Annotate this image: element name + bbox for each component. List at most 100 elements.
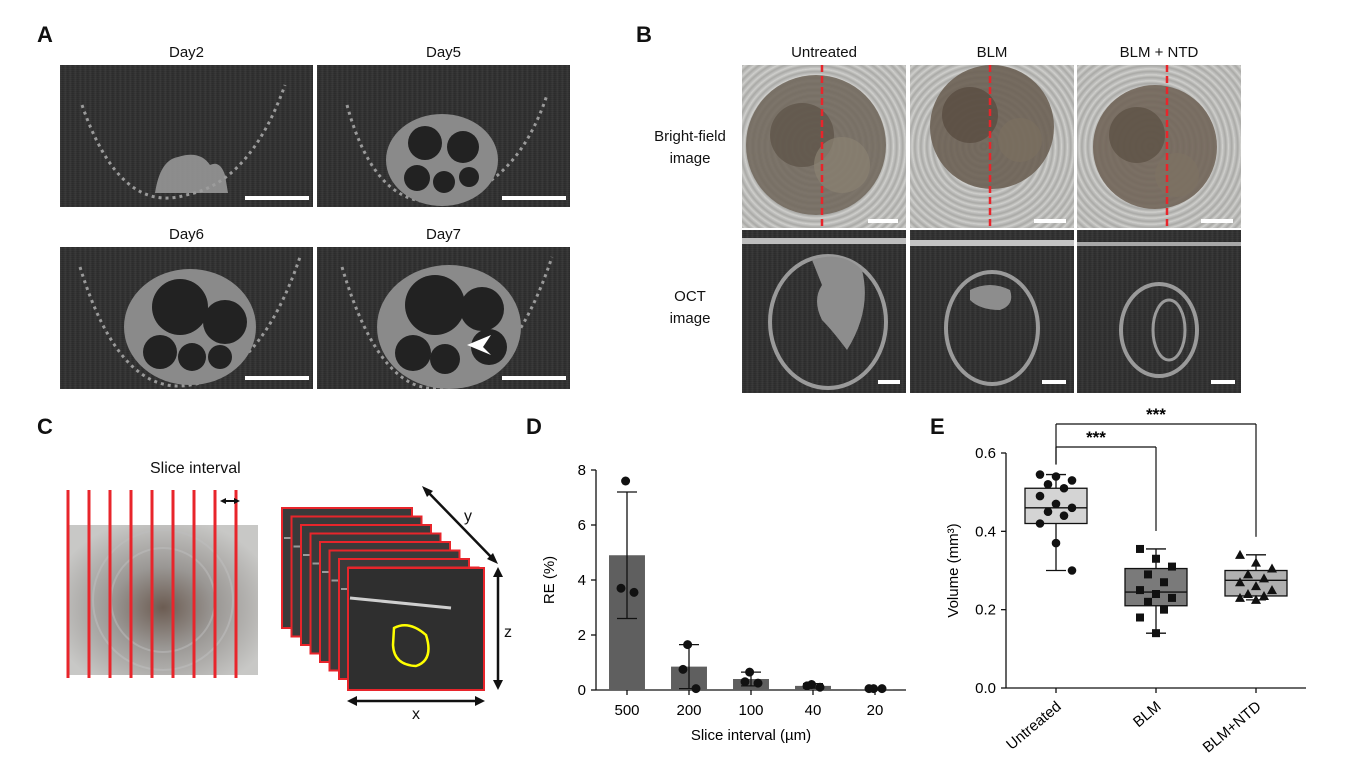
y-tick-label: 6 <box>578 517 586 534</box>
scale-bar <box>1042 380 1066 384</box>
x-tick-label: BLM <box>1130 698 1165 731</box>
data-point <box>1043 480 1053 489</box>
x-tick-label: 20 <box>867 702 884 719</box>
oct-image-untreated <box>742 230 906 393</box>
data-point <box>1251 557 1261 567</box>
data-point <box>740 677 750 687</box>
x-axis-label: Slice interval (µm) <box>691 727 811 744</box>
data-point <box>1243 589 1253 598</box>
y-tick-label: 0.0 <box>975 680 996 697</box>
organoid-outline <box>391 623 430 668</box>
front-slice <box>347 567 485 691</box>
y-tick-label: 4 <box>578 572 586 589</box>
x-tick-label: 100 <box>738 702 763 719</box>
y-tick-label: 2 <box>578 627 586 644</box>
oct-image-day7 <box>317 247 570 389</box>
box-BLM <box>1124 567 1188 607</box>
bright-field-blm-ntd-graphic <box>1093 65 1217 228</box>
panel-label-c: C <box>37 414 53 439</box>
oct-blm-graphic <box>910 240 1074 386</box>
slice-interval-label: Slice interval <box>150 460 241 477</box>
data-point <box>1067 476 1077 485</box>
data-point <box>1035 491 1045 501</box>
scale-bar <box>1034 219 1066 223</box>
box-BLM+NTD <box>1224 569 1288 597</box>
y-tick-label: 0.4 <box>975 523 996 540</box>
data-point <box>1267 563 1277 573</box>
scale-bar <box>245 376 309 380</box>
oct-image-blm-ntd <box>1077 230 1241 393</box>
panel-label-e: E <box>930 414 945 439</box>
organoid-photo <box>68 525 258 675</box>
data-point <box>629 587 639 597</box>
oct-image-day5 <box>317 65 570 207</box>
data-point <box>1035 470 1045 479</box>
bright-field-untreated-graphic <box>746 65 886 228</box>
y-tick-label: 0.6 <box>975 445 996 462</box>
data-point <box>1259 590 1269 600</box>
x-tick-label: 500 <box>614 702 639 719</box>
data-point <box>1067 566 1077 575</box>
data-point <box>1035 519 1045 528</box>
data-point <box>745 667 755 677</box>
data-point <box>1059 483 1069 493</box>
data-point <box>1152 554 1160 563</box>
data-point <box>691 684 701 694</box>
data-point <box>1051 499 1061 509</box>
data-point <box>1235 577 1245 587</box>
slice-stack-diagram <box>281 486 503 706</box>
row-label-line: Bright-field <box>654 128 726 145</box>
panel-a-title-day2: Day2 <box>168 44 205 61</box>
x-tick-label: 200 <box>676 702 701 719</box>
oct-image-day5-graphic <box>345 94 549 206</box>
panel-b-column-untreated: Untreated <box>791 44 857 61</box>
data-point <box>1067 503 1077 513</box>
slice-lines <box>66 490 238 678</box>
data-point <box>1160 578 1168 587</box>
y-axis-label: Volume (mm³) <box>945 523 962 617</box>
row-label-line: OCT <box>674 288 706 305</box>
data-point <box>678 664 688 674</box>
oct-image-day2-graphic <box>80 84 287 200</box>
data-point <box>1152 629 1160 638</box>
oct-image-blm <box>910 230 1074 393</box>
data-point <box>683 640 693 650</box>
data-point <box>1267 585 1277 595</box>
row-label-line: image <box>669 150 711 167</box>
data-point <box>1168 562 1176 571</box>
y-tick-label: 0 <box>578 682 586 699</box>
oct-image-day6-graphic <box>78 256 302 388</box>
scale-bar <box>1201 219 1233 223</box>
arrowhead-icon <box>467 335 491 355</box>
data-point <box>1144 570 1152 579</box>
bright-field-image-blm <box>910 65 1074 228</box>
significance-label: *** <box>1146 405 1166 424</box>
data-point <box>1136 613 1144 622</box>
panel-label-a: A <box>37 22 53 47</box>
data-point <box>1136 544 1144 553</box>
scale-bar <box>502 196 566 200</box>
panel-label-b: B <box>636 22 652 47</box>
panel-b-row-label-bright-field: Bright-field image <box>640 126 740 170</box>
data-point <box>753 678 763 688</box>
axis-label-z: z <box>504 624 512 641</box>
data-point <box>1168 593 1176 602</box>
data-point <box>1259 573 1269 583</box>
panel-b-row-label-oct: OCT image <box>640 286 740 330</box>
oct-blm-ntd-graphic <box>1077 242 1241 378</box>
data-point <box>1160 605 1168 614</box>
oct-untreated-graphic <box>742 238 906 390</box>
scale-bar <box>868 219 898 223</box>
data-point <box>1059 511 1069 520</box>
data-point <box>616 583 626 593</box>
data-point <box>802 681 812 691</box>
panel-a-title-day6: Day6 <box>168 226 205 243</box>
data-point <box>877 684 887 694</box>
x-tick-label: BLM+NTD <box>1200 698 1265 756</box>
slice-diagram <box>66 490 258 678</box>
axis-label-x: x <box>412 706 420 723</box>
chart-e: 0.0 0.2 0.4 0.6 Untreated BLM BLM+NTD Volume (m… <box>945 405 1306 756</box>
data-point <box>621 476 631 486</box>
bright-field-blm-graphic <box>930 65 1054 228</box>
oct-image-day7-graphic <box>340 256 554 389</box>
